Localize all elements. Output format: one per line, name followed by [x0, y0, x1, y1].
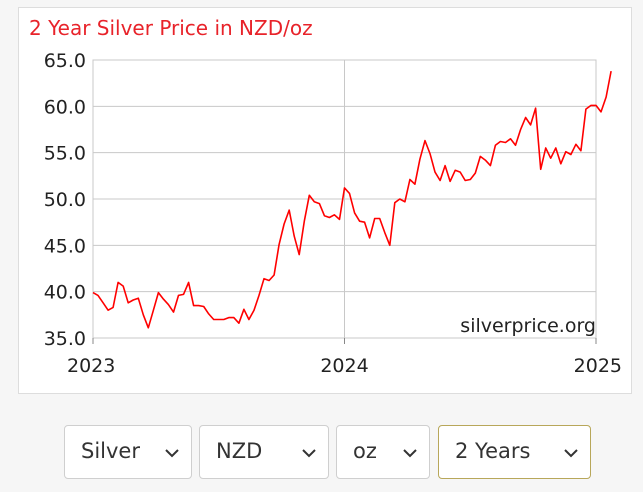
watermark: silverprice.org: [460, 315, 596, 337]
currency-select-value: NZD: [216, 439, 263, 463]
unit-select[interactable]: oz: [336, 425, 430, 479]
silver-price-chart: 2 Year Silver Price in NZD/oz 35.0 40.0 45…: [29, 16, 622, 377]
period-select[interactable]: 2 Years: [438, 425, 591, 479]
y-tick-label: 45.0: [44, 235, 86, 257]
y-tick-label: 65.0: [44, 50, 86, 72]
price-series-line: [92, 70, 612, 329]
metal-select-value: Silver: [81, 439, 140, 463]
period-select-value: 2 Years: [455, 439, 531, 463]
chart-controls: Silver NZD oz 2 Years: [0, 425, 643, 481]
chart-panel: 2 Year Silver Price in NZD/oz 35.0 40.0 45…: [18, 7, 632, 394]
currency-select[interactable]: NZD: [199, 425, 329, 479]
x-tick-label: 2025: [574, 355, 622, 377]
chevron-down-icon: [165, 449, 179, 458]
y-tick-label: 55.0: [44, 143, 86, 165]
unit-select-value: oz: [353, 439, 377, 463]
chevron-down-icon: [302, 449, 316, 458]
chevron-down-icon: [564, 449, 578, 458]
y-tick-label: 50.0: [44, 189, 86, 211]
y-tick-label: 60.0: [44, 96, 86, 118]
x-tick-label: 2023: [67, 355, 115, 377]
chart-title: 2 Year Silver Price in NZD/oz: [29, 16, 313, 40]
y-tick-label: 35.0: [44, 328, 86, 350]
y-tick-label: 40.0: [44, 282, 86, 304]
x-tick-label: 2024: [320, 355, 368, 377]
metal-select[interactable]: Silver: [64, 425, 192, 479]
chevron-down-icon: [403, 449, 417, 458]
